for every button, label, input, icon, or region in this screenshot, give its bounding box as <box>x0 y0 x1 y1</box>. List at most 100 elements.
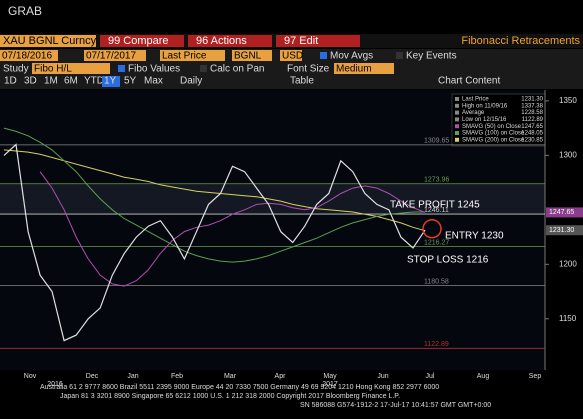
legend-swatch <box>455 137 459 142</box>
fib-label: 1216.27 <box>424 239 449 246</box>
legend-value: 1337.38 <box>521 103 543 109</box>
x-tick-label: Jan <box>127 373 138 380</box>
end-date: 07/17/2017 <box>86 51 136 62</box>
x-tick-label: Dec <box>86 373 99 380</box>
frequency[interactable]: Daily <box>180 76 202 87</box>
legend-label: High on 11/09/16 <box>462 103 508 109</box>
legend-value: 1228.58 <box>521 110 543 116</box>
toolbar-button-label: 97 Edit <box>284 35 318 47</box>
period[interactable]: 6M <box>64 76 78 87</box>
x-tick-label: Nov <box>24 373 37 380</box>
footer-line: SN 586088 G574-1912-2 17-Jul-17 10:41:57… <box>300 402 491 409</box>
table-button[interactable]: Table <box>290 76 314 87</box>
annotation: TAKE PROFIT 1245 <box>390 200 480 211</box>
toolbar-button[interactable] <box>100 35 184 47</box>
x-tick-label: Feb <box>171 373 183 380</box>
calc-on-pan: Calc on Pan <box>210 64 264 75</box>
checkbox[interactable] <box>320 52 327 59</box>
fibo-values: Fibo Values <box>128 64 180 75</box>
fib-label: 1180.58 <box>424 278 449 285</box>
currency: USD <box>282 51 303 62</box>
field: Last Price <box>162 51 207 62</box>
period[interactable]: 1M <box>44 76 58 87</box>
fib-label: 1122.89 <box>424 341 449 348</box>
price-tag <box>546 225 583 236</box>
period[interactable]: Max <box>144 76 163 87</box>
toolbar-button-label: 99 Compare <box>108 35 169 47</box>
footer-line: Japan 81 3 3201 8900 Singapore 65 6212 1… <box>60 393 400 400</box>
legend-swatch <box>455 103 459 108</box>
period-selected[interactable] <box>102 76 120 87</box>
checkbox[interactable] <box>396 52 403 59</box>
annotation: ENTRY 1230 <box>445 231 504 242</box>
legend-label: SMAVG (50) on Close <box>462 124 522 130</box>
x-tick-label: May <box>323 373 337 380</box>
font-size: Medium <box>336 64 372 75</box>
checkbox[interactable] <box>118 65 125 72</box>
legend-swatch <box>455 124 459 129</box>
price-tag <box>546 207 583 218</box>
toolbar-button-label: 96 Actions <box>196 35 247 47</box>
window-title: GRAB <box>8 4 42 18</box>
y-tick-label: 1150 <box>559 314 577 323</box>
legend-label: SMAVG (200) on Close <box>462 137 525 143</box>
study-label: Study <box>3 64 29 75</box>
period[interactable]: 5Y <box>124 76 137 87</box>
legend-label: Average <box>462 110 485 116</box>
x-tick-label: Sep <box>529 373 542 380</box>
end-date-field[interactable] <box>84 50 146 61</box>
x-tick-label: Aug <box>477 373 490 380</box>
toolbar-button[interactable] <box>276 35 360 47</box>
font-size-label: Font Size <box>287 64 330 75</box>
fib-label: 1309.65 <box>424 138 449 145</box>
annotation: STOP LOSS 1216 <box>407 255 489 266</box>
security: XAU BGNL Curncy <box>3 35 97 47</box>
price-tag-label: 1231.30 <box>549 227 574 234</box>
price-tag-label: 1247.65 <box>549 209 574 216</box>
checkbox[interactable] <box>200 65 207 72</box>
period[interactable]: 1D <box>4 76 17 87</box>
currency-field[interactable] <box>280 50 302 61</box>
field-select[interactable] <box>160 50 225 61</box>
x-tick-label: Apr <box>275 373 287 380</box>
start-date-field[interactable] <box>0 50 58 61</box>
chart-content[interactable]: Chart Content <box>438 76 500 87</box>
legend-label: SMAVG (100) on Close <box>462 131 525 137</box>
fib-label: 1246.11 <box>424 207 449 214</box>
security-field[interactable] <box>0 35 96 47</box>
source-field[interactable] <box>232 50 272 61</box>
study-select[interactable] <box>32 63 110 74</box>
legend-value: 1230.85 <box>521 137 543 143</box>
toolbar-button[interactable] <box>188 35 272 47</box>
y-tick-label: 1350 <box>559 96 577 105</box>
period[interactable]: 3D <box>24 76 37 87</box>
series-line <box>3 149 426 232</box>
legend-swatch <box>455 117 459 122</box>
legend-label: Last Price <box>462 97 489 103</box>
legend-value: 1247.65 <box>521 124 543 130</box>
start-date: 07/18/2016 <box>2 51 52 62</box>
x-tick-label: Jul <box>426 373 435 380</box>
x-year-label: 2017 <box>322 381 338 388</box>
series-line <box>3 143 426 342</box>
mov-avgs: Mov Avgs <box>330 51 373 62</box>
plot: 1150 1200 1300 1350 1309.65 1273.96 1246.11 121… <box>0 90 583 388</box>
x-tick-label: Mar <box>224 373 237 380</box>
x-year-label: 2016 <box>47 381 63 388</box>
y-tick-label: 1200 <box>559 259 577 268</box>
legend-swatch <box>455 110 459 115</box>
study: Fibo H/L <box>34 64 72 75</box>
legend-label: Low on 12/15/16 <box>462 117 507 123</box>
legend-swatch <box>455 131 459 135</box>
period[interactable]: YTD <box>84 76 104 87</box>
toolbar-title: Fibonacci Retracements <box>461 35 580 47</box>
legend-value: 1231.30 <box>521 97 543 103</box>
source: BGNL <box>234 51 262 62</box>
entry-marker <box>422 218 442 239</box>
footer-line: Australia 61 2 9777 8600 Brazil 5511 239… <box>40 384 439 391</box>
font-size-select[interactable] <box>334 63 394 74</box>
series-line <box>3 127 425 263</box>
period[interactable]: 1Y <box>104 76 117 87</box>
